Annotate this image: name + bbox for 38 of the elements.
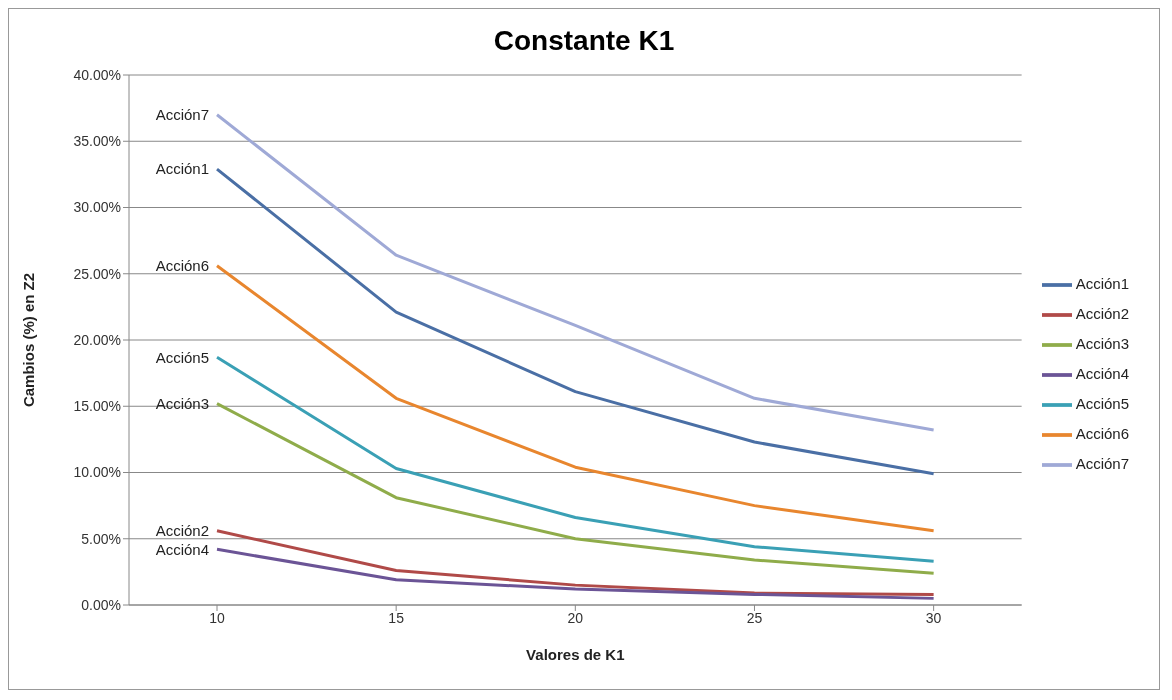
chart-title: Constante K1	[492, 25, 676, 58]
line-series	[215, 402, 936, 575]
legend-label: Acción2	[1075, 304, 1129, 322]
y-tick-label: 20.00%	[73, 331, 121, 348]
y-tick-label: 25.00%	[73, 265, 121, 282]
x-tick-label: 25	[746, 609, 763, 626]
line-series	[215, 355, 936, 563]
y-tick-label: 35.00%	[73, 133, 121, 150]
annotation: Acción3	[155, 394, 209, 412]
legend-label: Acción7	[1075, 454, 1129, 472]
legend-label: Acción5	[1075, 394, 1129, 412]
y-tick-label: 0.00%	[81, 596, 121, 613]
y-tick-label: 30.00%	[73, 199, 121, 216]
x-tick-label: 10	[209, 609, 225, 626]
y-tick-label: 10.00%	[73, 464, 121, 481]
annotation: Acción4	[155, 540, 209, 558]
line-series	[215, 167, 936, 476]
y-tick-label: 5.00%	[81, 530, 121, 547]
x-tick-label: 20	[567, 609, 584, 626]
line-series	[215, 547, 936, 600]
x-tick-label: 15	[388, 609, 405, 626]
legend-label: Acción6	[1075, 424, 1129, 442]
legend-label: Acción4	[1075, 364, 1129, 382]
annotation: Acción2	[155, 522, 209, 540]
line-series	[215, 264, 936, 533]
y-tick-label: 15.00%	[73, 398, 121, 415]
annotation: Acción1	[155, 160, 209, 178]
x-tick-label: 30	[925, 609, 942, 626]
line-series	[215, 113, 936, 432]
y-axis-title: Cambios (%) en Z2	[20, 272, 38, 408]
annotation: Acción6	[155, 257, 209, 275]
annotation: Acción7	[155, 106, 209, 124]
legend-label: Acción1	[1075, 274, 1129, 292]
x-axis-title: Valores de K1	[526, 646, 625, 663]
annotation: Acción5	[155, 348, 209, 366]
legend-label: Acción3	[1075, 334, 1129, 352]
y-tick-label: 40.00%	[73, 66, 121, 83]
line-series	[215, 529, 936, 596]
